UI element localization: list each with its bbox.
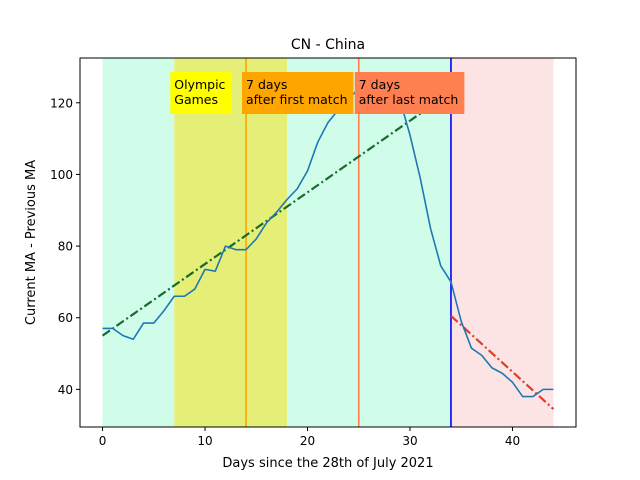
data-point — [214, 270, 216, 272]
data-point — [143, 322, 145, 324]
data-point — [255, 238, 257, 240]
data-point — [419, 177, 421, 179]
shaded-span-2 — [287, 58, 451, 427]
data-point — [430, 227, 432, 229]
shaded-span-3 — [450, 58, 554, 427]
data-point — [153, 322, 155, 324]
data-point — [501, 372, 503, 374]
annotation-box — [170, 72, 232, 114]
x-tick-label: 0 — [99, 434, 107, 448]
annotation-box — [354, 72, 465, 114]
axis-layer: 0 10 20 30 40 40 60 80 100 120 — [50, 96, 520, 448]
x-tick-label: 40 — [505, 434, 520, 448]
data-point — [204, 269, 206, 271]
annotation-box — [242, 72, 354, 114]
data-point — [225, 245, 227, 247]
data-point — [317, 141, 319, 143]
x-axis-label: Days since the 28th of July 2021 — [222, 456, 433, 471]
data-point — [532, 396, 534, 398]
data-point — [276, 211, 278, 213]
y-axis-label: Current MA - Previous MA — [24, 160, 39, 325]
y-tick-label: 40 — [58, 383, 73, 397]
y-tick-label: 100 — [50, 168, 73, 182]
x-tick-label: 10 — [197, 434, 212, 448]
trend-line-0 — [101, 91, 452, 337]
data-point — [173, 295, 175, 297]
data-point — [266, 222, 268, 224]
y-tick-label: 80 — [58, 240, 73, 254]
y-tick-label: 60 — [58, 311, 73, 325]
x-tick-label: 20 — [300, 434, 315, 448]
data-point — [245, 249, 247, 251]
plot-area — [101, 58, 555, 427]
data-point — [542, 389, 544, 391]
data-point — [460, 321, 462, 323]
data-point — [327, 122, 329, 124]
shaded-span-0 — [102, 58, 175, 427]
data-point — [286, 199, 288, 201]
data-point — [307, 170, 309, 172]
data-point — [194, 288, 196, 290]
data-point — [163, 310, 165, 312]
data-point — [481, 355, 483, 357]
data-point — [512, 381, 514, 383]
data-point — [296, 188, 298, 190]
data-point — [102, 328, 104, 330]
data-point — [235, 249, 237, 251]
data-point — [132, 338, 134, 340]
data-point — [522, 396, 524, 398]
annotation-text: Olympic — [174, 77, 225, 92]
annotation-text: after last match — [359, 92, 459, 107]
annotation-text: Games — [174, 92, 218, 107]
series-line-0 — [102, 73, 554, 398]
shaded-span-1 — [174, 58, 288, 427]
data-point — [440, 265, 442, 267]
data-point — [122, 335, 124, 337]
y-tick-label: 120 — [50, 96, 73, 110]
data-point — [184, 295, 186, 297]
annotation-text: 7 days — [246, 77, 287, 92]
data-point — [491, 367, 493, 369]
annotation-text: 7 days — [359, 77, 400, 92]
data-point — [450, 281, 452, 283]
chart-title: CN - China — [291, 37, 365, 53]
data-point — [471, 347, 473, 349]
x-tick-label: 30 — [402, 434, 417, 448]
data-point — [409, 134, 411, 136]
data-point — [112, 328, 114, 330]
annotation-text: after first match — [246, 92, 347, 107]
data-point — [553, 389, 555, 391]
axes-frame — [79, 57, 577, 428]
